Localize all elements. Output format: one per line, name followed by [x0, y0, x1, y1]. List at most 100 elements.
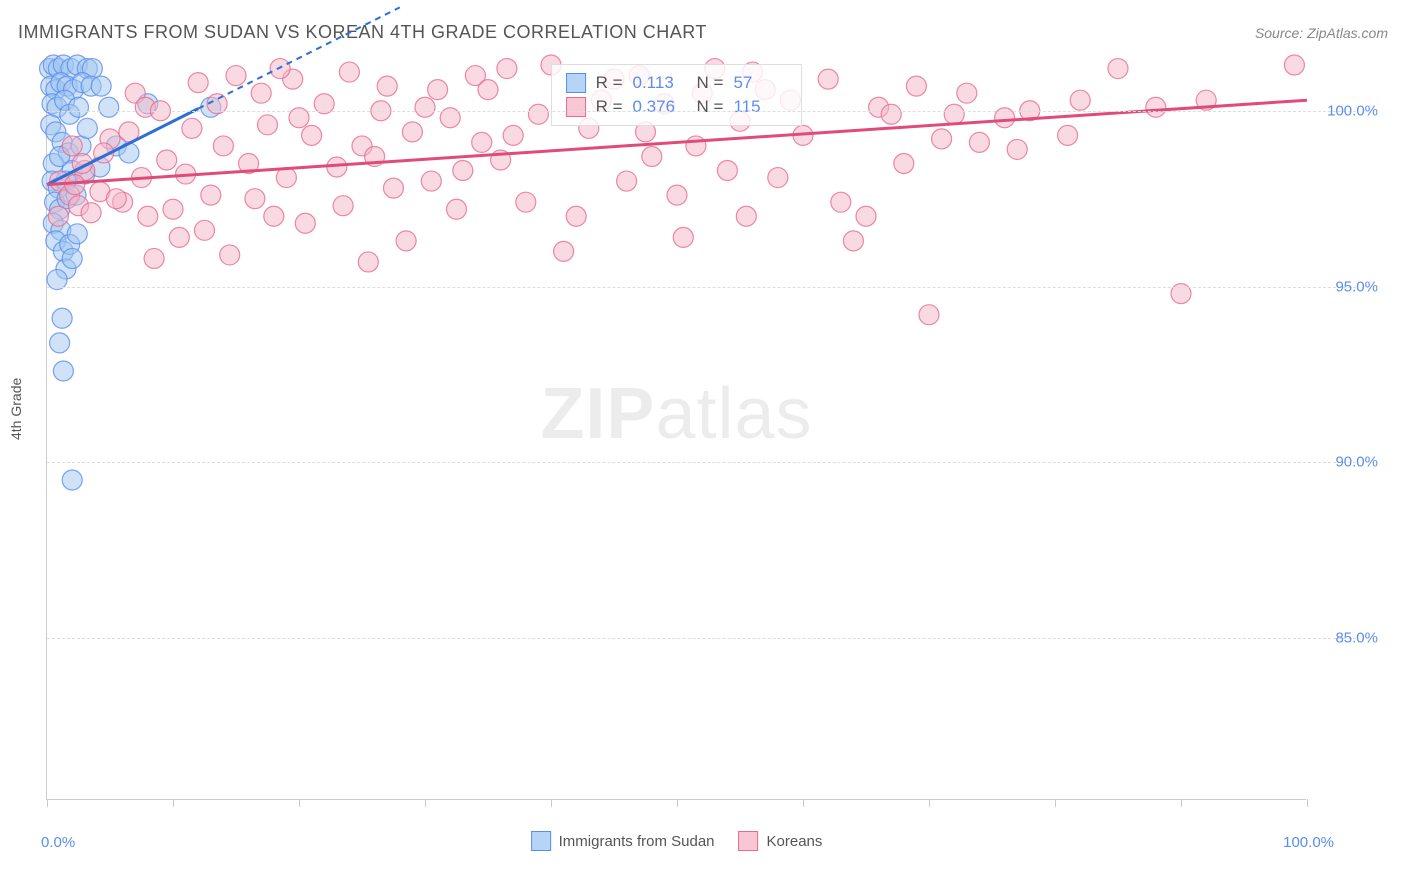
- point-koreans: [472, 132, 492, 152]
- gridline-h: [47, 111, 1356, 112]
- point-koreans: [1108, 59, 1128, 79]
- point-koreans: [169, 227, 189, 247]
- point-koreans: [447, 199, 467, 219]
- y-axis-label: 4th Grade: [8, 378, 24, 440]
- point-koreans: [384, 178, 404, 198]
- point-koreans: [478, 80, 498, 100]
- point-koreans: [195, 220, 215, 240]
- point-koreans: [188, 73, 208, 93]
- point-koreans: [220, 245, 240, 265]
- point-koreans: [969, 132, 989, 152]
- n-value: 57: [733, 73, 787, 93]
- point-koreans: [881, 104, 901, 124]
- r-label: R =: [596, 73, 623, 93]
- point-koreans: [516, 192, 536, 212]
- y-tick-label: 95.0%: [1318, 278, 1378, 295]
- point-koreans: [81, 203, 101, 223]
- point-koreans: [163, 199, 183, 219]
- point-koreans: [528, 104, 548, 124]
- plot-area: ZIPatlas R =0.113N =57R =0.376N =115 Imm…: [46, 58, 1306, 800]
- point-koreans: [377, 76, 397, 96]
- y-tick-label: 90.0%: [1318, 454, 1378, 471]
- x-tick: [677, 799, 678, 807]
- point-koreans: [932, 129, 952, 149]
- n-value: 115: [733, 97, 787, 117]
- y-tick-label: 100.0%: [1318, 102, 1378, 119]
- point-koreans: [566, 206, 586, 226]
- x-tick: [1307, 799, 1308, 807]
- point-koreans: [957, 83, 977, 103]
- point-koreans: [421, 171, 441, 191]
- point-koreans: [1007, 139, 1027, 159]
- x-tick: [47, 799, 48, 807]
- point-sudan: [62, 470, 82, 490]
- point-koreans: [157, 150, 177, 170]
- point-koreans: [736, 206, 756, 226]
- point-koreans: [295, 213, 315, 233]
- point-koreans: [642, 146, 662, 166]
- point-koreans: [358, 252, 378, 272]
- legend-label: Immigrants from Sudan: [559, 833, 715, 850]
- legend-swatch: [566, 97, 586, 117]
- point-koreans: [1058, 125, 1078, 145]
- point-sudan: [62, 248, 82, 268]
- source-label: Source: ZipAtlas.com: [1255, 25, 1388, 41]
- point-koreans: [245, 189, 265, 209]
- point-koreans: [453, 161, 473, 181]
- point-koreans: [264, 206, 284, 226]
- point-koreans: [856, 206, 876, 226]
- point-koreans: [686, 136, 706, 156]
- legend-label: Koreans: [767, 833, 823, 850]
- legend-swatch: [531, 831, 551, 851]
- point-koreans: [138, 206, 158, 226]
- correlation-legend-row: R = 0.113 N = 57: [566, 71, 788, 95]
- point-koreans: [831, 192, 851, 212]
- point-koreans: [48, 206, 68, 226]
- y-tick-label: 85.0%: [1318, 630, 1378, 647]
- x-tick: [803, 799, 804, 807]
- point-koreans: [1284, 55, 1304, 75]
- r-label: R =: [596, 97, 623, 117]
- legend-item: Koreans: [739, 831, 823, 851]
- point-koreans: [213, 136, 233, 156]
- x-tick: [173, 799, 174, 807]
- point-koreans: [402, 122, 422, 142]
- point-koreans: [258, 115, 278, 135]
- n-label: N =: [697, 97, 724, 117]
- point-koreans: [106, 189, 126, 209]
- gridline-h: [47, 287, 1356, 288]
- point-koreans: [717, 161, 737, 181]
- point-koreans: [276, 168, 296, 188]
- point-koreans: [818, 69, 838, 89]
- point-koreans: [906, 76, 926, 96]
- x-tick: [299, 799, 300, 807]
- point-koreans: [415, 97, 435, 117]
- r-value: 0.376: [633, 97, 687, 117]
- x-tick: [929, 799, 930, 807]
- point-sudan: [67, 224, 87, 244]
- x-tick: [1055, 799, 1056, 807]
- point-koreans: [1070, 90, 1090, 110]
- point-koreans: [302, 125, 322, 145]
- point-koreans: [919, 305, 939, 325]
- point-sudan: [77, 118, 97, 138]
- point-koreans: [251, 83, 271, 103]
- point-koreans: [843, 231, 863, 251]
- legend-swatch: [739, 831, 759, 851]
- x-tick-label-max: 100.0%: [1283, 834, 1334, 851]
- point-koreans: [673, 227, 693, 247]
- x-tick: [551, 799, 552, 807]
- n-label: N =: [697, 73, 724, 93]
- point-koreans: [503, 125, 523, 145]
- r-value: 0.113: [633, 73, 687, 93]
- gridline-h: [47, 638, 1356, 639]
- point-koreans: [497, 59, 517, 79]
- point-koreans: [617, 171, 637, 191]
- legend-item: Immigrants from Sudan: [531, 831, 715, 851]
- point-koreans: [396, 231, 416, 251]
- point-koreans: [768, 168, 788, 188]
- point-sudan: [91, 76, 111, 96]
- point-sudan: [53, 361, 73, 381]
- scatter-plot-svg: [47, 58, 1307, 800]
- chart-title: IMMIGRANTS FROM SUDAN VS KOREAN 4TH GRAD…: [18, 22, 707, 43]
